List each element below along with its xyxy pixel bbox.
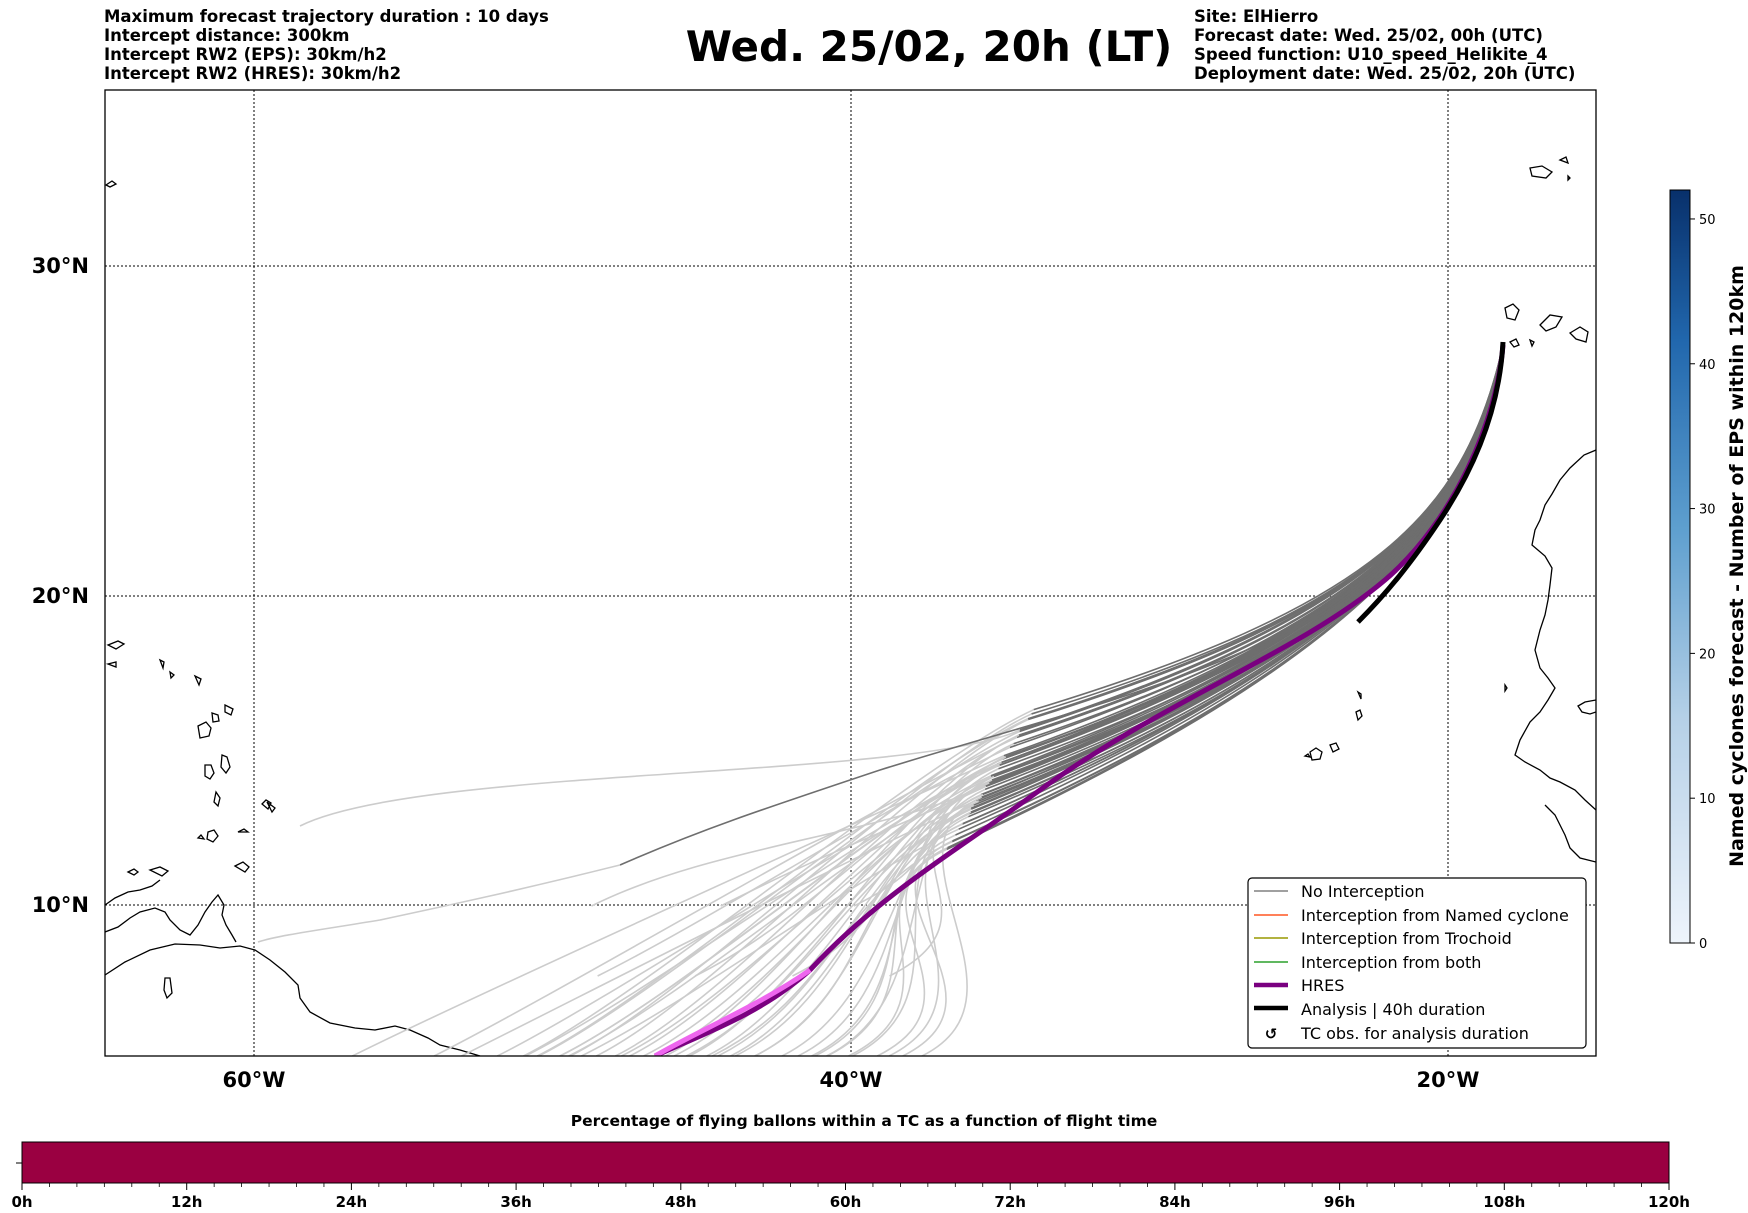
axis-labels: 30°N 20°N 10°N 60°W 40°W 20°W <box>32 254 1480 1092</box>
lon-label: 40°W <box>820 1068 883 1092</box>
flight-time-tick-label: 60h <box>830 1193 862 1211</box>
legend-item: Interception from Named cyclone <box>1254 906 1569 925</box>
ensemble-track-late <box>569 713 1032 1056</box>
header-right-line: Deployment date: Wed. 25/02, 20h (UTC) <box>1194 64 1576 83</box>
lat-label: 30°N <box>32 254 89 278</box>
map[interactable] <box>104 89 1597 1057</box>
ensemble-track-late <box>629 758 1004 1056</box>
ensemble-track-late <box>596 718 1029 1056</box>
flight-time-tick-label: 108h <box>1483 1193 1525 1211</box>
ensemble-track-late <box>792 782 990 977</box>
flight-time-tick-label: 48h <box>665 1193 697 1211</box>
ensemble-track-late <box>888 815 969 1056</box>
flight-time-ticks: 0h 12h 24h 36h 48h 60h 72h 84h 96h 108h 120h <box>11 1183 1690 1211</box>
legend-item: ↺ TC obs. for analysis duration <box>1265 1024 1529 1043</box>
colorbar: 0 10 20 30 40 50 Named cyclones forecast - Nu… <box>1669 189 1748 952</box>
header-left-line: Intercept RW2 (EPS): 30km/h2 <box>104 45 387 64</box>
legend-label: Interception from both <box>1301 953 1481 972</box>
lon-label: 20°W <box>1417 1068 1480 1092</box>
legend-item: Interception from Trochoid <box>1254 929 1512 948</box>
ensemble-track-late <box>581 828 959 1056</box>
header-right-line: Site: ElHierro <box>1194 7 1319 26</box>
flight-time-tick-label: 72h <box>994 1193 1026 1211</box>
flight-time-tick-label: 24h <box>336 1193 368 1211</box>
header-left-line: Intercept distance: 300km <box>104 26 350 45</box>
ensemble-track-late <box>902 840 953 1056</box>
colorbar-tick-label: 0 <box>1699 937 1707 952</box>
ensemble-track-late <box>257 864 621 943</box>
ensemble-track-late <box>889 800 979 977</box>
colorbar-tick-label: 20 <box>1699 647 1716 662</box>
legend-label: HRES <box>1301 976 1344 995</box>
colorbar-tick-label: 10 <box>1699 792 1716 807</box>
flight-time-tick-label: 96h <box>1324 1193 1356 1211</box>
map-frame <box>104 89 1597 1057</box>
ensemble-track <box>619 344 1504 866</box>
colorbar-ticks: 0 10 20 30 40 50 <box>1690 213 1716 952</box>
header-left-line: Maximum forecast trajectory duration : 1… <box>104 7 549 26</box>
flight-time-tick-label: 36h <box>500 1193 532 1211</box>
flight-time-bar: Percentage of flying ballons within a TC… <box>11 1112 1690 1211</box>
legend-item: Interception from both <box>1254 953 1481 972</box>
flight-time-bar-fill <box>21 1141 1670 1184</box>
analysis-track <box>1356 341 1506 624</box>
header-left-line: Intercept RW2 (HRES): 30km/h2 <box>104 64 402 83</box>
colorbar-tick-label: 40 <box>1699 358 1716 373</box>
legend-label: Interception from Trochoid <box>1301 929 1512 948</box>
flight-time-tick-label: 84h <box>1159 1193 1191 1211</box>
header-right: Site: ElHierro Forecast date: Wed. 25/02… <box>1194 7 1575 83</box>
colorbar-label: Named cyclones forecast - Number of EPS … <box>1726 265 1748 867</box>
hres-track-late <box>653 967 812 1056</box>
legend-item: HRES <box>1254 976 1344 995</box>
legend-label: Interception from Named cyclone <box>1301 906 1569 925</box>
legend-box <box>1247 877 1587 1049</box>
ensemble-track-late <box>921 796 982 1056</box>
header-left: Maximum forecast trajectory duration : 1… <box>104 7 549 83</box>
ensemble-track-late <box>848 846 948 1056</box>
ensemble-track-late <box>826 775 995 1056</box>
ensemble-track-late <box>720 785 987 907</box>
lon-label: 60°W <box>223 1068 286 1092</box>
flight-time-tick-label: 120h <box>1648 1193 1690 1211</box>
legend-label: No Interception <box>1301 882 1425 901</box>
ensemble-track-late <box>559 756 1007 1056</box>
tc-obs-marker-icon: ↺ <box>1265 1025 1278 1043</box>
flight-time-tick-label: 0h <box>11 1193 32 1211</box>
map-content <box>105 90 1596 1056</box>
colorbar-tick-label: 50 <box>1699 213 1716 228</box>
colorbar-tick-label: 30 <box>1699 503 1716 518</box>
page-title: Wed. 25/02, 20h (LT) <box>685 22 1173 71</box>
ensemble-track-late <box>694 764 1000 977</box>
lat-label: 20°N <box>32 584 89 608</box>
legend: No Interception Interception from Named … <box>1247 877 1587 1049</box>
ensemble-track-late <box>536 718 1029 1056</box>
ensemble-track-late <box>853 779 993 907</box>
legend-item: Analysis | 40h duration <box>1254 1000 1485 1019</box>
ensemble-track-late <box>591 785 985 907</box>
legend-label: TC obs. for analysis duration <box>1300 1024 1529 1043</box>
header-right-line: Speed function: U10_speed_Helikite_4 <box>1194 45 1548 64</box>
ensemble-track-late <box>781 768 999 1056</box>
flight-time-tick-label: 12h <box>171 1193 203 1211</box>
coastlines <box>105 156 1596 1056</box>
ensemble-track-late <box>643 781 988 1056</box>
legend-label: Analysis | 40h duration <box>1301 1000 1485 1019</box>
ensemble-track-late <box>814 822 964 1056</box>
lat-label: 10°N <box>32 893 89 917</box>
colorbar-ramp <box>1669 189 1691 944</box>
header-right-line: Forecast date: Wed. 25/02, 00h (UTC) <box>1194 26 1543 45</box>
ensemble-track-late <box>352 755 1005 1056</box>
ensemble-track-late <box>538 730 1020 1056</box>
ensemble-track-late <box>433 736 1018 1056</box>
legend-item: No Interception <box>1254 882 1425 901</box>
ensemble-track-late <box>876 848 948 1056</box>
flight-time-bar-title: Percentage of flying ballons within a TC… <box>571 1112 1158 1130</box>
